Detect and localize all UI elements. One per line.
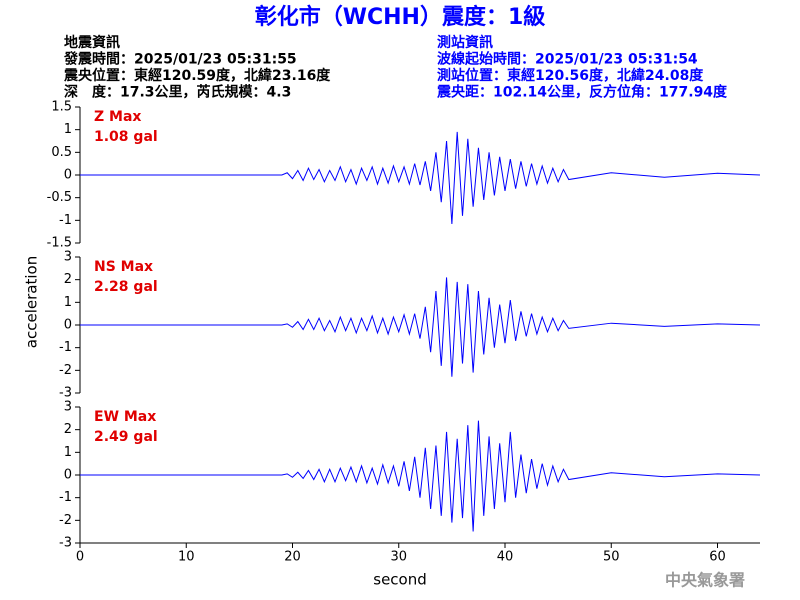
station-info: 測站位置：東經120.56度，北緯24.08度 [437,67,704,84]
x-tick-label: 50 [603,550,620,565]
chart-title: 彰化市（WCHH）震度：1級 [255,4,546,30]
station-info: 地震資訊 [64,34,120,51]
waveform [80,131,761,224]
x-tick-label: 10 [178,550,195,565]
y-tick-label: -1 [59,490,72,505]
waveform [80,277,761,377]
y-tick-label: 0 [64,468,72,483]
y-axis-label: acceleration [23,256,41,348]
credit: 中央氣象署 [665,571,745,590]
y-tick-label: -0.5 [47,190,72,205]
x-tick-label: 0 [76,550,84,565]
max-annotation: 2.28 gal [94,279,158,295]
max-annotation: NS Max [94,259,153,275]
y-tick-label: -1 [59,340,72,355]
station-info: 波線起始時間：2025/01/23 05:31:54 [437,51,698,68]
y-tick-label: 0.5 [51,145,72,160]
max-annotation: 2.49 gal [94,429,158,445]
y-tick-label: 1.5 [51,100,72,115]
station-info: 測站資訊 [437,34,493,51]
station-info: 深 度：17.3公里，芮氏規模：4.3 [64,84,291,101]
x-tick-label: 30 [390,550,407,565]
y-tick-label: -3 [59,386,72,401]
y-tick-label: 1 [64,122,72,137]
y-tick-label: 0 [64,168,72,183]
y-tick-label: 2 [64,272,72,287]
y-tick-label: -2 [59,363,72,378]
waveform [80,420,761,532]
x-tick-label: 20 [284,550,301,565]
max-annotation: Z Max [94,109,141,125]
y-tick-label: 1 [64,295,72,310]
y-tick-label: -1.5 [47,236,72,251]
station-info: 震央距：102.14公里，反方位角：177.94度 [436,84,728,101]
x-axis-label: second [373,571,427,589]
y-tick-label: 1 [64,445,72,460]
y-tick-label: 3 [64,250,72,265]
y-tick-label: 2 [64,422,72,437]
max-annotation: EW Max [94,409,156,425]
y-tick-label: -1 [59,213,72,228]
max-annotation: 1.08 gal [94,129,158,145]
y-tick-label: 3 [64,400,72,415]
x-tick-label: 40 [497,550,514,565]
y-tick-label: 0 [64,318,72,333]
x-tick-label: 60 [709,550,726,565]
station-info: 發震時間：2025/01/23 05:31:55 [63,51,297,68]
station-info: 震央位置：東經120.59度，北緯23.16度 [63,67,331,84]
y-tick-label: -3 [59,536,72,551]
y-tick-label: -2 [59,513,72,528]
